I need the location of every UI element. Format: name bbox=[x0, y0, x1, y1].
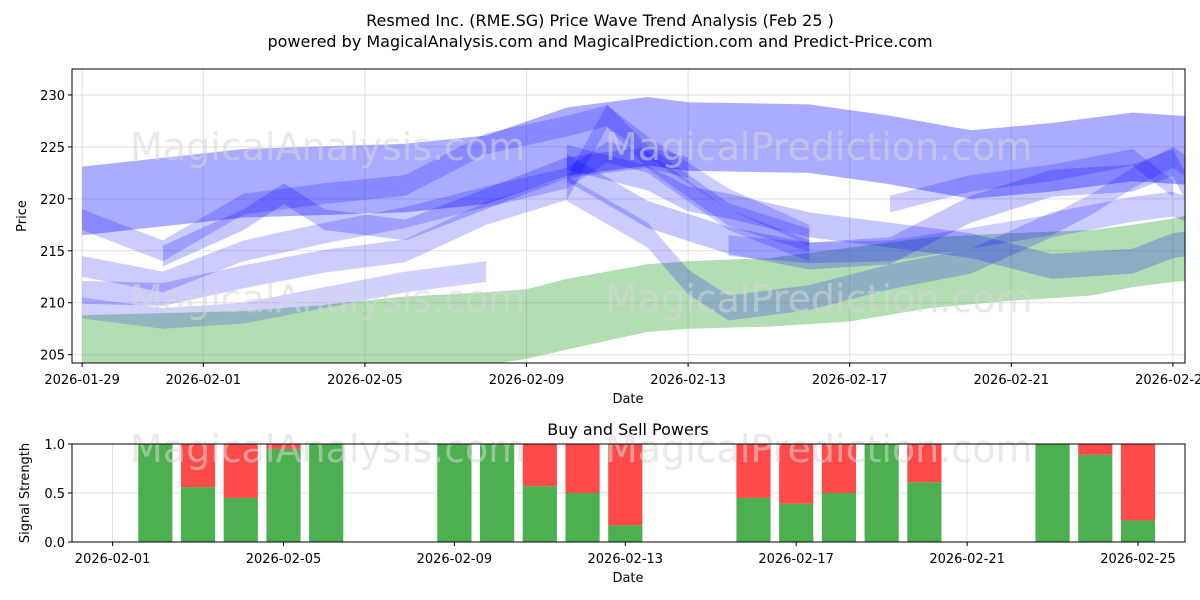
buy-power-bar bbox=[608, 525, 643, 542]
sell-power-bar bbox=[608, 444, 643, 526]
buy-power-bar bbox=[309, 444, 344, 542]
sell-power-bar bbox=[736, 444, 771, 498]
signal-x-tick-label: 2026-02-25 bbox=[1100, 552, 1176, 567]
price-x-tick-label: 2026-02-21 bbox=[974, 373, 1050, 388]
signal-y-tick-label: 0.0 bbox=[44, 536, 65, 551]
price-x-tick-label: 2026-02-05 bbox=[327, 373, 403, 388]
blue-wave-band-8 bbox=[728, 146, 1185, 264]
price-axes-frame bbox=[71, 68, 1186, 364]
price-x-tick-label: 2026-02-13 bbox=[650, 373, 726, 388]
price-watermarks: MagicalAnalysis.com MagicalPrediction.co… bbox=[130, 125, 1033, 321]
buy-power-bar bbox=[138, 444, 173, 542]
blue-wave-band-3 bbox=[82, 104, 810, 306]
blue-wave-band-5 bbox=[566, 144, 1185, 279]
buy-power-bar bbox=[779, 503, 814, 542]
price-y-tick-label: 205 bbox=[40, 349, 65, 364]
signal-x-tick-label: 2026-02-09 bbox=[417, 552, 493, 567]
buy-power-bar bbox=[1035, 444, 1070, 542]
price-x-tick-label: 2026-01-29 bbox=[44, 373, 120, 388]
signal-x-tick-label: 2026-02-13 bbox=[588, 552, 664, 567]
price-x-axis-label: Date bbox=[612, 392, 643, 407]
price-plot-area bbox=[82, 97, 1185, 363]
buy-power-bar bbox=[437, 444, 472, 542]
buy-power-bar bbox=[821, 493, 857, 542]
price-ticks: 2026-01-29 2026-02-01 2026-02-05 2026-02-09… bbox=[40, 89, 1200, 388]
figure-title-line2: powered by MagicalAnalysis.com and Magic… bbox=[267, 32, 932, 51]
blue-wave-band-4 bbox=[162, 146, 689, 267]
signal-x-axis-label: Date bbox=[612, 571, 643, 586]
buy-power-bar bbox=[1120, 520, 1156, 542]
blue-wave-band-6 bbox=[566, 176, 1185, 321]
sell-power-bar bbox=[266, 444, 301, 449]
signal-y-axis-label: Signal Strength bbox=[18, 443, 33, 543]
signal-x-tick-label: 2026-02-21 bbox=[929, 552, 1005, 567]
sell-power-bar bbox=[565, 444, 600, 493]
buy-power-bar bbox=[522, 486, 557, 542]
signal-y-tick-label: 0.5 bbox=[44, 487, 65, 502]
blue-wave-band-2 bbox=[82, 141, 810, 293]
buy-power-bar bbox=[266, 448, 301, 542]
watermark-bottom-right: MagicalPrediction.com bbox=[605, 427, 1033, 471]
blue-wave-band-7 bbox=[566, 148, 1185, 270]
figure-title-line1: Resmed Inc. (RME.SG) Price Wave Trend An… bbox=[366, 11, 834, 30]
signal-watermarks: MagicalAnalysis.com MagicalPrediction.co… bbox=[130, 427, 1033, 471]
blue-wave-band-0 bbox=[82, 97, 1185, 236]
buy-power-bar bbox=[223, 497, 258, 542]
buy-power-bar bbox=[864, 444, 899, 542]
price-y-tick-label: 215 bbox=[40, 245, 65, 260]
price-y-tick-label: 210 bbox=[40, 297, 65, 312]
price-x-tick-label: 2026-02-25 bbox=[1135, 373, 1200, 388]
sell-power-bar bbox=[821, 444, 857, 493]
signal-bars bbox=[138, 444, 1156, 542]
price-y-axis-label: Price bbox=[15, 200, 30, 232]
sell-power-bar bbox=[180, 444, 216, 488]
watermark-bottom-left: MagicalAnalysis.com bbox=[130, 427, 525, 471]
buy-power-bar bbox=[907, 482, 942, 542]
green-price-band bbox=[82, 215, 1185, 363]
sell-power-bar bbox=[223, 444, 258, 498]
blue-wave-band-10 bbox=[82, 261, 487, 329]
sell-power-bar bbox=[1120, 444, 1156, 521]
price-y-tick-label: 220 bbox=[40, 193, 65, 208]
signal-x-tick-label: 2026-02-05 bbox=[246, 552, 322, 567]
sell-power-bar bbox=[522, 444, 557, 487]
watermark-top-right: MagicalPrediction.com bbox=[605, 125, 1033, 169]
blue-wave-band-1 bbox=[82, 105, 810, 262]
buy-power-bar bbox=[180, 487, 216, 542]
price-y-tick-label: 230 bbox=[40, 89, 65, 104]
price-wave-panel: MagicalAnalysis.com MagicalPrediction.co… bbox=[15, 68, 1200, 407]
price-grid bbox=[72, 69, 1185, 363]
signal-x-tick-label: 2026-02-01 bbox=[75, 552, 151, 567]
sell-power-bar bbox=[779, 444, 814, 504]
watermark-mid-right: MagicalPrediction.com bbox=[605, 277, 1033, 321]
price-x-tick-label: 2026-02-01 bbox=[166, 373, 242, 388]
sell-power-bar bbox=[907, 444, 942, 483]
signal-chart-title: Buy and Sell Powers bbox=[547, 420, 709, 439]
watermark-top-left: MagicalAnalysis.com bbox=[130, 125, 525, 169]
price-x-tick-label: 2026-02-09 bbox=[489, 373, 565, 388]
buy-power-bar bbox=[1078, 454, 1113, 542]
watermark-mid-left: MagicalAnalysis.com bbox=[130, 277, 525, 321]
blue-wave-band-9 bbox=[890, 148, 1173, 213]
signal-ticks: 2026-02-01 2026-02-05 2026-02-09 2026-02-13… bbox=[44, 438, 1175, 567]
buy-power-bar bbox=[736, 497, 771, 542]
signal-y-tick-label: 1.0 bbox=[44, 438, 65, 453]
price-y-tick-label: 225 bbox=[40, 141, 65, 156]
price-x-tick-label: 2026-02-17 bbox=[812, 373, 888, 388]
sell-power-bar bbox=[1078, 444, 1113, 455]
buy-power-bar bbox=[480, 444, 515, 542]
signal-panel: Buy and Sell Powers MagicalAnalysis.com … bbox=[18, 420, 1186, 586]
buy-power-bar bbox=[565, 493, 600, 542]
signal-x-tick-label: 2026-02-17 bbox=[758, 552, 834, 567]
